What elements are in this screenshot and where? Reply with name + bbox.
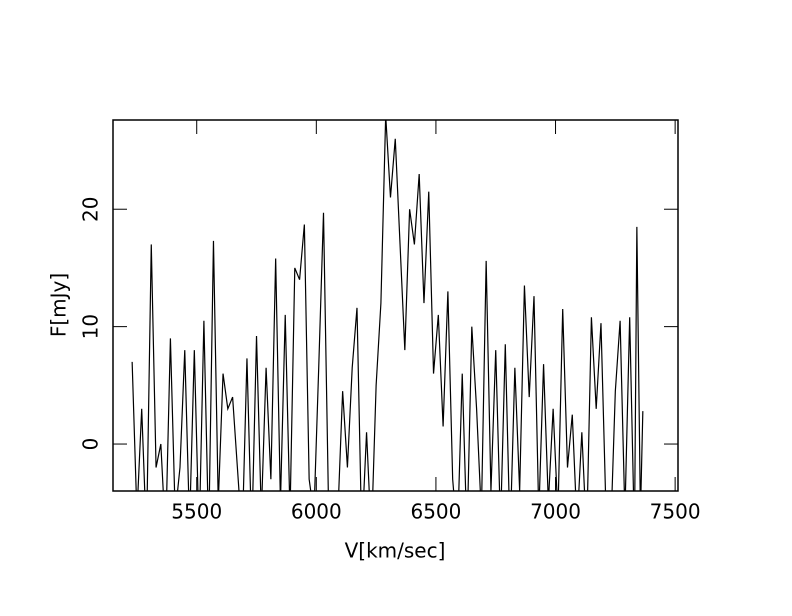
x-tick-label: 6500 xyxy=(410,500,461,524)
plot-frame xyxy=(112,119,679,492)
x-tick-label: 7000 xyxy=(530,500,581,524)
x-tick-label: 6000 xyxy=(291,500,342,524)
y-tick-label: 20 xyxy=(79,197,103,222)
x-tick-label: 7500 xyxy=(650,500,701,524)
x-tick-label: 5500 xyxy=(171,500,222,524)
y-axis-label: F[mJy] xyxy=(47,273,71,337)
spectrum-line xyxy=(131,120,644,491)
y-tick-label: 10 xyxy=(79,314,103,339)
x-axis-label: V[km/sec] xyxy=(345,539,446,563)
y-tick-label: 0 xyxy=(79,438,103,451)
